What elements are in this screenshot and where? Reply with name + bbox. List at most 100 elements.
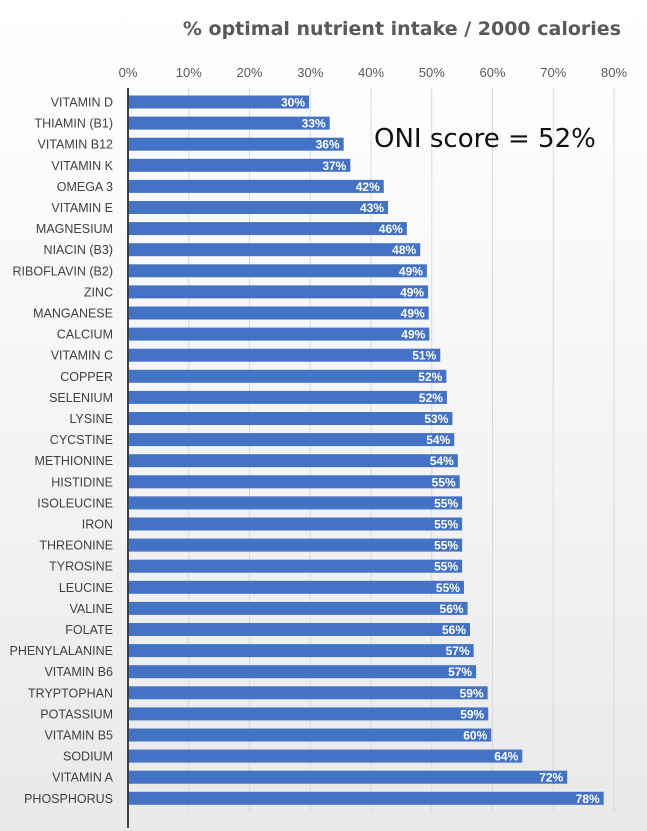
bar <box>128 728 492 742</box>
category-label: ZINC <box>84 285 113 299</box>
bar <box>128 201 389 214</box>
data-label: 48% <box>392 243 416 257</box>
data-label: 37% <box>322 159 346 173</box>
data-label: 42% <box>356 180 380 194</box>
category-label: TYROSINE <box>49 560 113 574</box>
bar <box>128 243 421 257</box>
x-tick-label: 0% <box>119 65 138 80</box>
category-label: LYSINE <box>69 412 113 426</box>
x-tick-label: 10% <box>176 65 202 80</box>
chart-title: % optimal nutrient intake / 2000 calorie… <box>182 18 621 40</box>
category-label: PHENYLALANINE <box>9 644 113 658</box>
category-label: CALCIUM <box>57 328 113 342</box>
bar <box>128 306 429 320</box>
bar <box>128 369 447 383</box>
category-label: THIAMIN (B1) <box>35 117 113 131</box>
data-label: 52% <box>418 370 442 384</box>
category-label: VITAMIN A <box>52 771 114 785</box>
data-label: 49% <box>401 307 425 321</box>
data-label: 55% <box>436 581 460 595</box>
data-label: 60% <box>463 729 487 743</box>
bar <box>128 665 477 679</box>
data-label: 78% <box>576 792 600 806</box>
bar <box>128 285 429 299</box>
bar <box>128 517 463 531</box>
data-label: 54% <box>430 454 454 468</box>
bar <box>128 390 447 404</box>
category-label: LEUCINE <box>59 581 113 595</box>
category-label: METHIONINE <box>35 454 113 468</box>
bar <box>128 770 568 784</box>
data-label: 36% <box>316 138 340 152</box>
data-label: 43% <box>360 201 384 215</box>
category-label: VITAMIN D <box>51 96 113 110</box>
category-label: VALINE <box>69 602 113 616</box>
category-label: HISTIDINE <box>51 475 113 489</box>
x-tick-label: 60% <box>479 65 505 80</box>
bar <box>128 348 441 362</box>
category-label: VITAMIN B12 <box>38 138 114 152</box>
category-label: FOLATE <box>65 623 113 637</box>
category-label: MANGANESE <box>33 307 113 321</box>
data-label: 57% <box>446 644 470 658</box>
data-label: 56% <box>442 623 466 637</box>
data-labels: 30% 33% 36% 37% 42% 43% 46% 48% 49% 49% 49% 49% 51% 5… <box>281 96 600 806</box>
category-labels: VITAMIN D THIAMIN (B1) VITAMIN B12 VITAMIN … <box>9 96 113 806</box>
data-label: 72% <box>539 771 563 785</box>
data-label: 53% <box>424 412 448 426</box>
data-label: 55% <box>434 518 458 532</box>
data-label: 55% <box>434 539 458 553</box>
category-label: SELENIUM <box>49 391 113 405</box>
bar <box>128 791 604 805</box>
bars <box>128 95 604 805</box>
x-tick-label: 30% <box>297 65 323 80</box>
category-label: VITAMIN C <box>51 349 113 363</box>
bar <box>128 686 488 700</box>
x-tick-label: 70% <box>540 65 566 80</box>
bar <box>128 644 474 658</box>
bar <box>128 327 430 341</box>
category-label: COPPER <box>60 370 113 384</box>
category-label: POTASSIUM <box>40 707 113 721</box>
category-label: SODIUM <box>63 750 113 764</box>
data-label: 55% <box>434 560 458 574</box>
category-label: MAGNESIUM <box>36 222 113 236</box>
bar <box>128 412 453 425</box>
data-label: 59% <box>460 686 484 700</box>
bar <box>128 496 463 510</box>
x-tick-label: 20% <box>236 65 262 80</box>
category-label: ISOLEUCINE <box>37 496 113 510</box>
data-label: 30% <box>281 96 305 110</box>
data-label: 54% <box>426 433 450 447</box>
data-label: 33% <box>302 117 326 131</box>
bar <box>128 707 489 721</box>
bar <box>128 749 523 763</box>
category-label: NIACIN (B3) <box>44 243 113 257</box>
category-label: OMEGA 3 <box>57 180 113 194</box>
bar <box>128 623 471 636</box>
x-tick-label: 80% <box>601 65 627 80</box>
bar <box>128 538 463 552</box>
data-label: 57% <box>448 665 472 679</box>
bar <box>128 601 468 615</box>
bar <box>128 158 351 172</box>
bar <box>128 95 310 109</box>
data-label: 49% <box>400 285 424 299</box>
bar <box>128 433 455 447</box>
category-label: THREONINE <box>39 539 113 553</box>
category-label: IRON <box>82 518 113 532</box>
category-label: VITAMIN E <box>51 201 113 215</box>
oni-score-annotation: ONI score = 52% <box>374 124 596 154</box>
category-label: VITAMIN B5 <box>44 729 113 743</box>
x-axis-ticks: 0% 10% 20% 30% 40% 50% 60% 70% 80% <box>119 65 628 80</box>
category-label: VITAMIN K <box>51 159 113 173</box>
bar <box>128 137 344 151</box>
data-label: 64% <box>494 750 518 764</box>
category-label: PHOSPHORUS <box>24 792 113 806</box>
data-label: 55% <box>434 496 458 510</box>
category-label: CYCSTINE <box>50 433 113 447</box>
bar <box>128 179 384 193</box>
data-label: 51% <box>412 349 436 363</box>
category-label: VITAMIN B6 <box>44 665 113 679</box>
